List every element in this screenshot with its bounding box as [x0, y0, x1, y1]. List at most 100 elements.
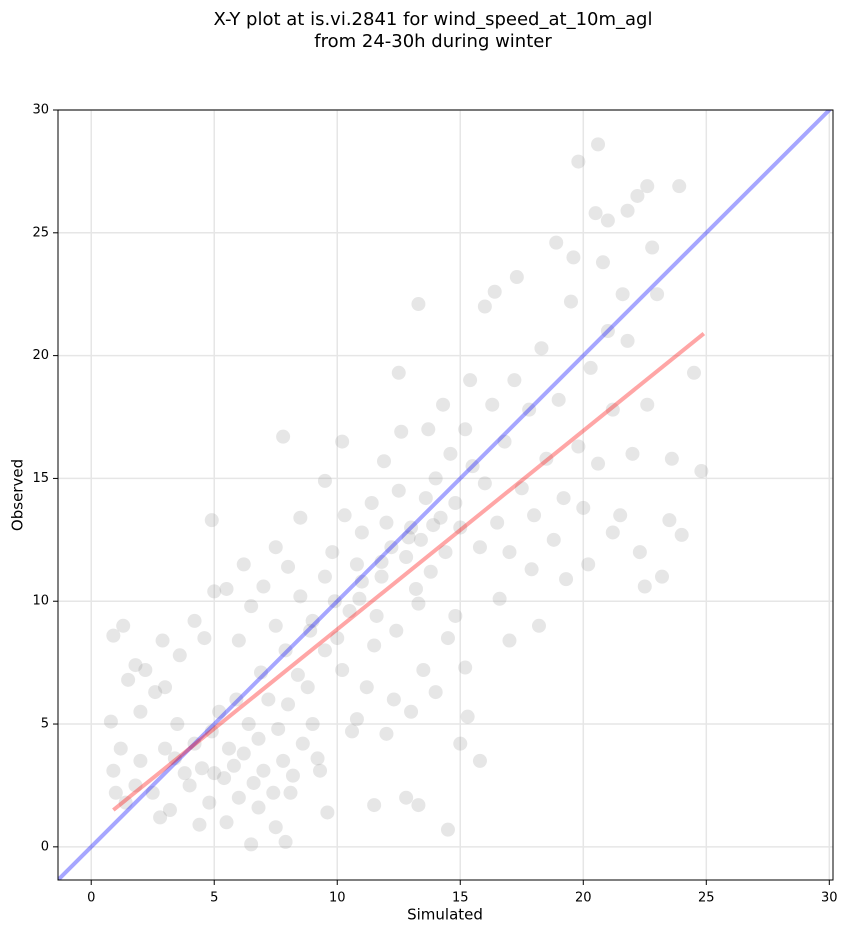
point [349, 557, 364, 572]
point [293, 589, 308, 604]
point [354, 525, 369, 540]
point [241, 717, 256, 732]
point [113, 741, 128, 756]
y-tick-label: 20 [32, 348, 49, 363]
point [485, 397, 500, 412]
point [330, 631, 345, 646]
point [194, 761, 209, 776]
point [571, 154, 586, 169]
point [219, 581, 234, 596]
point [539, 451, 554, 466]
point [354, 574, 369, 589]
point [278, 643, 293, 658]
point [581, 557, 596, 572]
point [524, 562, 539, 577]
point [674, 527, 689, 542]
point [384, 540, 399, 555]
y-tick-label: 25 [32, 225, 49, 240]
point [460, 709, 475, 724]
point [345, 724, 360, 739]
point [121, 672, 136, 687]
point [325, 545, 340, 560]
point [251, 800, 266, 815]
point [453, 736, 468, 751]
x-tick-label: 25 [698, 891, 715, 906]
point [428, 471, 443, 486]
point [686, 365, 701, 380]
y-axis-label: Observed [9, 459, 27, 531]
point [411, 596, 426, 611]
point [576, 500, 591, 515]
point [217, 771, 232, 786]
y-tick-label: 15 [32, 471, 49, 486]
point [595, 255, 610, 270]
y-tick-label: 30 [32, 103, 49, 118]
point [645, 240, 660, 255]
point [300, 680, 315, 695]
point [556, 491, 571, 506]
point [465, 459, 480, 474]
point [128, 778, 143, 793]
point [118, 795, 133, 810]
y-tick-label: 10 [32, 594, 49, 609]
point [694, 464, 709, 479]
fit-line [112, 331, 706, 812]
point [221, 741, 236, 756]
point [271, 721, 286, 736]
point [337, 508, 352, 523]
point [507, 373, 522, 388]
point [226, 758, 241, 773]
point [170, 717, 185, 732]
point [352, 591, 367, 606]
point [411, 798, 426, 813]
point [283, 785, 298, 800]
point [192, 817, 207, 832]
point [187, 736, 202, 751]
point [630, 188, 645, 203]
point [374, 569, 389, 584]
x-tick-label: 30 [821, 891, 838, 906]
point [342, 604, 357, 619]
point [394, 424, 409, 439]
point [364, 495, 379, 510]
point [472, 753, 487, 768]
point [335, 434, 350, 449]
point [463, 373, 478, 388]
point [369, 608, 384, 623]
point [177, 766, 192, 781]
point [620, 333, 635, 348]
point [133, 753, 148, 768]
point [281, 697, 296, 712]
point [172, 648, 187, 663]
plot-frame [57, 109, 834, 881]
point [418, 491, 433, 506]
y-tick-label: 0 [41, 839, 49, 854]
point [244, 837, 259, 852]
point [509, 270, 524, 285]
point [106, 628, 121, 643]
point [411, 297, 426, 312]
point [591, 137, 606, 152]
point [303, 623, 318, 638]
point [374, 554, 389, 569]
point [207, 766, 222, 781]
point [116, 618, 131, 633]
point [408, 581, 423, 596]
point [197, 631, 212, 646]
point [404, 520, 419, 535]
point [401, 530, 416, 545]
point [305, 613, 320, 628]
point [317, 473, 332, 488]
y-tick-label: 5 [41, 717, 49, 732]
point [219, 815, 234, 830]
point [108, 785, 123, 800]
point [158, 741, 173, 756]
point [246, 775, 261, 790]
point [438, 545, 453, 560]
point [138, 663, 153, 677]
point [320, 805, 335, 820]
point [244, 599, 259, 614]
point [566, 250, 581, 265]
point [527, 508, 542, 523]
